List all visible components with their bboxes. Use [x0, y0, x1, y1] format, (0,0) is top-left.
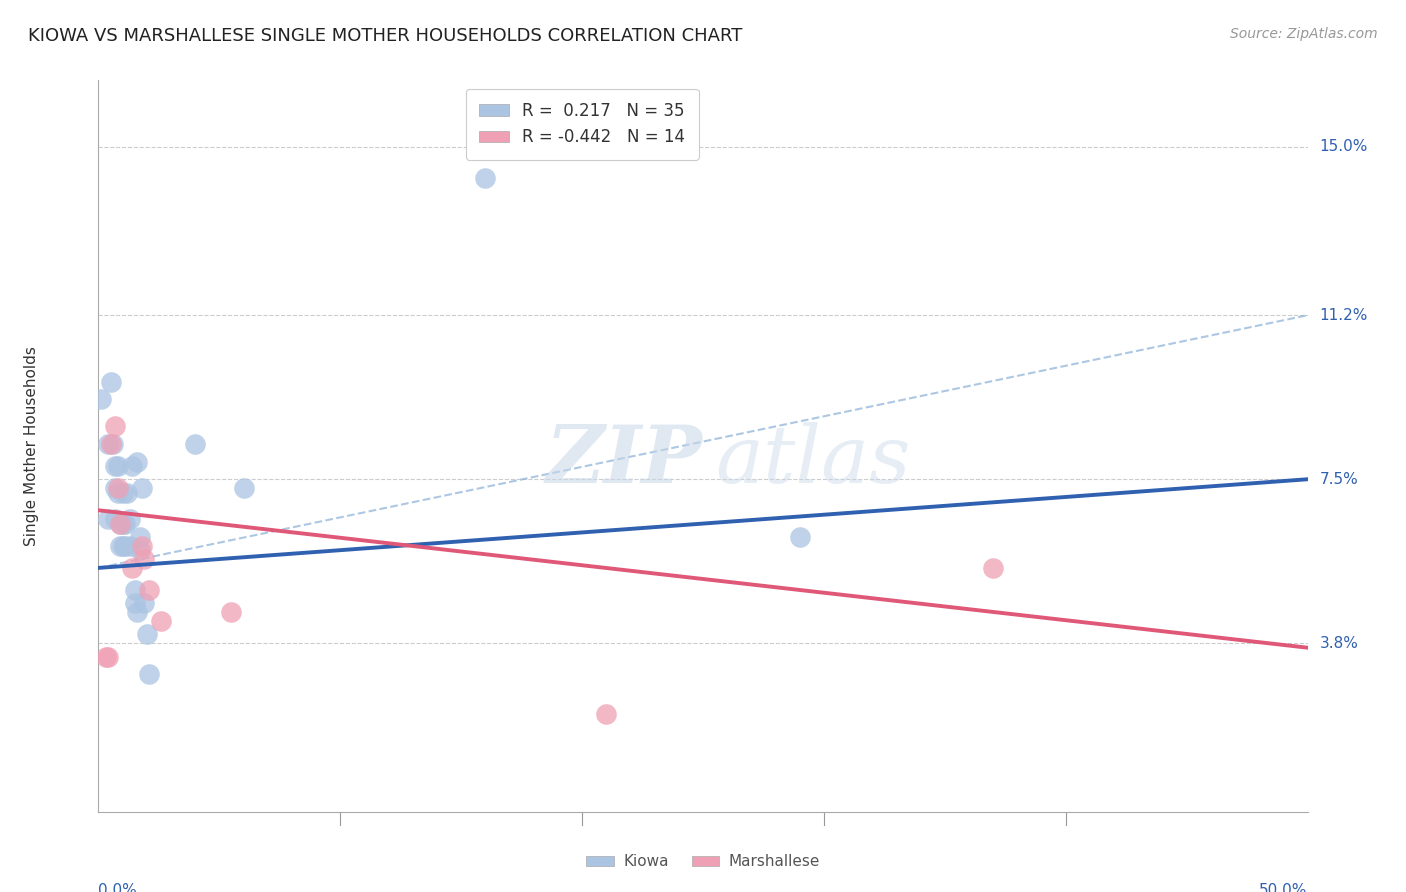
Point [121, 561, 143, 575]
Point [111, 516, 134, 531]
Point [100, 437, 122, 451]
Text: ZIP: ZIP [546, 422, 703, 500]
Point [114, 539, 136, 553]
Point [981, 561, 1004, 575]
Point [184, 437, 207, 451]
Point [107, 485, 129, 500]
Point [134, 552, 156, 566]
Point [128, 543, 150, 558]
Point [135, 627, 157, 641]
Text: atlas: atlas [716, 422, 911, 500]
Text: 11.2%: 11.2% [1320, 308, 1368, 323]
Text: KIOWA VS MARSHALLESE SINGLE MOTHER HOUSEHOLDS CORRELATION CHART: KIOWA VS MARSHALLESE SINGLE MOTHER HOUSE… [28, 27, 742, 45]
Point [114, 516, 136, 531]
Point [138, 667, 160, 681]
Legend: Kiowa, Marshallese: Kiowa, Marshallese [581, 848, 825, 875]
Text: Source: ZipAtlas.com: Source: ZipAtlas.com [1230, 27, 1378, 41]
Point [127, 605, 149, 619]
Legend: R =  0.217   N = 35, R = -0.442   N = 14: R = 0.217 N = 35, R = -0.442 N = 14 [465, 88, 699, 160]
Point [124, 583, 146, 598]
Point [90, 392, 112, 407]
Point [108, 516, 131, 531]
Point [107, 458, 129, 473]
Point [150, 614, 173, 628]
Point [94, 649, 117, 664]
Text: 50.0%: 50.0% [1260, 883, 1308, 892]
Point [108, 516, 131, 531]
Point [104, 419, 127, 434]
Text: Single Mother Households: Single Mother Households [24, 346, 39, 546]
Text: 7.5%: 7.5% [1320, 472, 1358, 487]
Point [232, 481, 254, 495]
Point [221, 605, 243, 619]
Point [107, 481, 129, 495]
Point [124, 596, 146, 610]
Point [97, 437, 120, 451]
Point [121, 458, 143, 473]
Point [131, 539, 153, 553]
Point [97, 649, 120, 664]
Text: 3.8%: 3.8% [1320, 636, 1358, 651]
Point [128, 530, 150, 544]
Point [100, 375, 122, 389]
Point [108, 539, 131, 553]
Point [97, 512, 120, 526]
Point [111, 485, 134, 500]
Point [104, 481, 127, 495]
Point [138, 583, 160, 598]
Point [104, 458, 127, 473]
Point [789, 530, 811, 544]
Point [101, 437, 124, 451]
Text: 15.0%: 15.0% [1320, 139, 1368, 154]
Point [118, 512, 141, 526]
Point [131, 481, 153, 495]
Point [118, 539, 141, 553]
Point [127, 454, 149, 468]
Point [111, 539, 134, 553]
Point [595, 707, 617, 722]
Point [104, 512, 127, 526]
Point [117, 485, 139, 500]
Point [474, 170, 496, 185]
Point [134, 596, 156, 610]
Text: 0.0%: 0.0% [98, 883, 138, 892]
